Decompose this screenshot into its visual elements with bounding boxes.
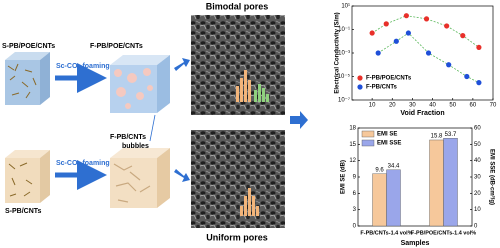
point xyxy=(444,23,450,29)
point xyxy=(383,21,389,27)
arrow xyxy=(174,58,190,71)
bar xyxy=(443,138,458,227)
y2-axis-label: EMI SSE (dB·cm³/g) xyxy=(488,149,495,205)
cube xyxy=(5,150,50,203)
point xyxy=(403,13,409,19)
x-axis-label: Samples xyxy=(401,240,430,247)
cube xyxy=(5,52,50,105)
y-tick-label: 10⁻¹ xyxy=(338,27,350,33)
point xyxy=(423,16,430,22)
sample-label: S-PB/CNTs xyxy=(5,208,42,215)
legend-label: EMI SSE xyxy=(377,141,401,147)
x-tick-label: F-PB/POE/CNTs-1.4 vol% xyxy=(411,230,476,236)
sample-label: F-PB/CNTs xyxy=(110,134,146,141)
point xyxy=(446,62,452,68)
sem-image xyxy=(191,130,285,228)
sem-title: Bimodal pores xyxy=(206,1,269,11)
annotation: bubbles xyxy=(122,143,149,150)
pointer xyxy=(149,114,156,142)
point xyxy=(393,38,399,44)
process-label: Sc-CO₂ foaming xyxy=(56,160,110,167)
x-tick-label: 30 xyxy=(409,103,416,109)
point xyxy=(375,50,381,56)
x-axis-label: Void Fraction xyxy=(400,110,444,117)
y-tick-label: 9 xyxy=(353,175,357,181)
value-label: 53.7 xyxy=(445,132,457,138)
cube xyxy=(110,148,170,208)
legend-swatch xyxy=(361,130,375,138)
legend-swatch xyxy=(361,139,375,147)
y2-tick-label: 20 xyxy=(474,191,481,197)
sem-title: Uniform pores xyxy=(206,232,268,242)
value-label: 34.4 xyxy=(388,163,400,169)
x-tick-label: 10 xyxy=(369,103,376,109)
point xyxy=(464,73,470,80)
point xyxy=(476,80,482,86)
legend-marker xyxy=(357,84,363,90)
y-tick-label: 3 xyxy=(353,207,357,213)
value-label: 9.6 xyxy=(375,167,384,173)
histogram xyxy=(236,70,269,102)
legend-label: F-PB/POE/CNTs xyxy=(366,76,412,82)
y2-tick-label: 60 xyxy=(474,126,481,132)
y2-tick-label: 30 xyxy=(474,175,481,181)
y2-tick-label: 10 xyxy=(474,207,481,213)
y-tick-label: 18 xyxy=(349,126,356,132)
point xyxy=(405,30,411,36)
x-tick-label: 50 xyxy=(449,103,456,109)
y-axis-label: Electrical Conductivity (S/m) xyxy=(335,12,341,93)
y-tick-label: 10⁻⁵ xyxy=(338,73,351,80)
y-tick-label: 6 xyxy=(353,191,357,197)
y2-tick-label: 0 xyxy=(474,224,478,230)
point xyxy=(425,50,432,56)
arrow xyxy=(174,169,190,182)
y-tick-label: 0 xyxy=(353,224,357,230)
point xyxy=(476,44,482,50)
legend-label: F-PB/CNTs xyxy=(366,85,398,91)
x-tick-label: F-PB/CNTs-1.4 vol% xyxy=(360,230,412,236)
cube xyxy=(110,55,170,113)
y-tick-label: 10¹ xyxy=(341,4,350,10)
sample-label: S-PB/POE/CNTs xyxy=(2,43,55,50)
bar xyxy=(429,139,444,227)
y2-tick-label: 40 xyxy=(474,158,481,164)
sample-label: F-PB/POE/CNTs xyxy=(90,43,143,50)
histogram xyxy=(240,188,259,216)
y-tick-label: 10⁻³ xyxy=(338,51,350,57)
legend-marker xyxy=(357,75,363,81)
x-tick-label: 20 xyxy=(389,103,396,109)
legend-label: EMI SE xyxy=(377,132,397,138)
y-tick-label: 10⁻⁷ xyxy=(338,97,350,104)
process-label: Sc-CO₂ foaming xyxy=(56,63,110,70)
point xyxy=(369,30,375,36)
x-tick-label: 60 xyxy=(470,103,477,109)
bar xyxy=(372,173,387,227)
y-tick-label: 15 xyxy=(349,142,356,148)
arrow xyxy=(290,111,308,129)
x-tick-label: 40 xyxy=(429,103,436,109)
bar xyxy=(386,169,401,227)
y-tick-label: 12 xyxy=(349,158,356,164)
y-axis-label: EMI SE (dB) xyxy=(341,160,347,194)
point xyxy=(460,33,466,39)
y2-tick-label: 50 xyxy=(474,142,481,148)
value-label: 15.8 xyxy=(431,134,443,140)
x-tick-label: 70 xyxy=(490,103,497,109)
